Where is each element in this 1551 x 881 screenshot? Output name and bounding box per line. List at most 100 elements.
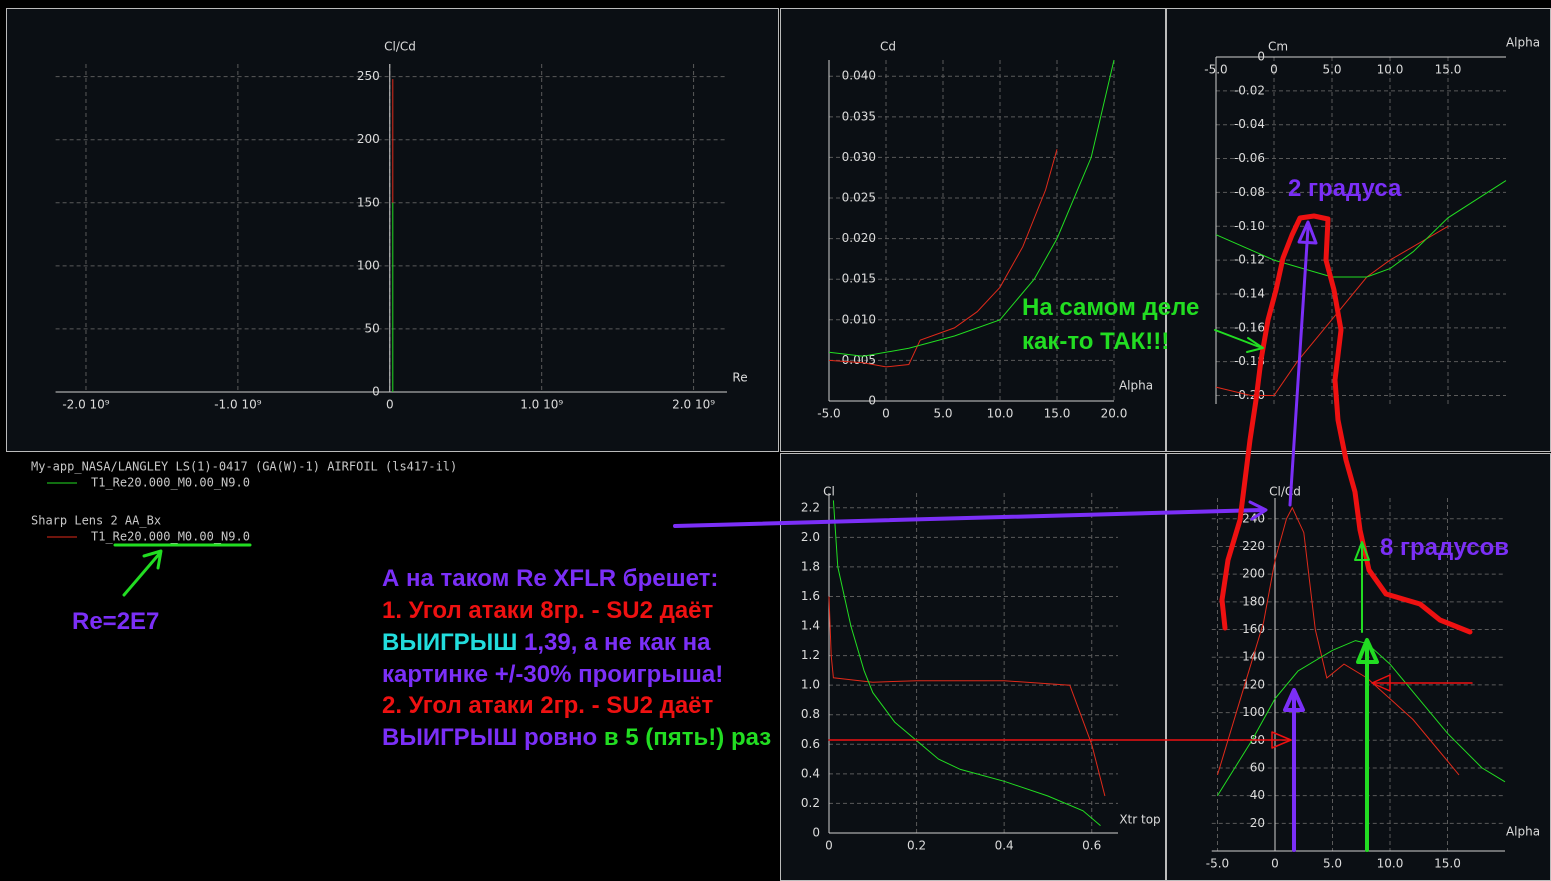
y-tick-label: -0.10 (1234, 219, 1265, 233)
x-tick-label: -1.0 10⁹ (214, 398, 261, 412)
x-tick-label: -2.0 10⁹ (62, 398, 109, 412)
annotation-span: в 5 (пять!) раз (597, 724, 771, 751)
annotation: 1. Угол атаки 8гр. - SU2 даёт (382, 597, 714, 624)
y-tick-label: 0.4 (801, 766, 820, 780)
y-tick-label: 1.0 (801, 678, 820, 692)
series-line (1217, 640, 1506, 796)
series-line (828, 149, 1058, 368)
x-tick-label: 5.0 (1322, 63, 1341, 77)
x-axis-label: Alpha (1119, 379, 1153, 393)
annotation: как-то ТАК!!! (1022, 328, 1169, 355)
y-tick-label: 0.025 (842, 191, 876, 205)
y-tick-label: -0.02 (1234, 83, 1265, 97)
annotation-span: как-то ТАК!!! (1022, 328, 1169, 355)
x-tick-label: 0.6 (1082, 839, 1101, 853)
x-axis-label: Alpha (1506, 825, 1540, 839)
y-tick-label: 250 (357, 69, 380, 83)
y-tick-label: 0 (812, 826, 820, 840)
x-tick-label: 5.0 (933, 407, 952, 421)
y-tick-label: 0.2 (801, 796, 820, 810)
y-tick-label: 150 (357, 195, 380, 209)
y-axis-label: Cl (823, 485, 835, 499)
y-tick-label: -0.18 (1234, 354, 1265, 368)
arrow-head (1283, 688, 1305, 712)
y-tick-label: 2.0 (801, 530, 820, 544)
annotation: 8 градусов (1380, 534, 1509, 561)
chart: 0 0.2 0.4 0.6 0.8 1.0 1.2 1.4 1.6 1.8 2.0 2.2 0 0.2 0.… (801, 485, 1161, 853)
arrow-head (1297, 220, 1318, 245)
x-axis-label: Xtr top (1119, 813, 1160, 827)
y-tick-label: 0.8 (801, 707, 820, 721)
arrow (1288, 226, 1310, 507)
y-tick-label: 200 (1242, 567, 1265, 581)
annotation-span: На самом деле (1022, 294, 1199, 321)
x-tick-label: -5.0 (1206, 857, 1229, 871)
annotation-span: 8 градусов (1380, 534, 1509, 561)
y-tick-label: 0.040 (842, 69, 876, 83)
x-axis-label: Alpha (1506, 36, 1540, 50)
y-tick-label: -0.14 (1234, 286, 1265, 300)
x-tick-label: 10.0 (1377, 63, 1404, 77)
annotation: картинке +/-30% проигрыша! (382, 661, 723, 688)
y-tick-label: -0.04 (1234, 117, 1265, 131)
y-tick-label: 1.2 (801, 648, 820, 662)
annotation-span: Re=2E7 (72, 608, 159, 635)
arrow-head (1371, 674, 1391, 692)
annotation: ВЫИГРЫШ 1,39, а не как на (382, 629, 711, 656)
y-tick-label: -0.12 (1234, 253, 1265, 267)
y-tick-label: 120 (1242, 677, 1265, 691)
x-tick-label: 0 (1271, 857, 1279, 871)
annotation-span: картинке +/-30% проигрыша! (382, 661, 723, 688)
annotation: 2. Угол атаки 2гр. - SU2 даёт (382, 692, 714, 719)
y-tick-label: 0.010 (842, 312, 876, 326)
y-tick-label: 2.2 (801, 500, 820, 514)
arrow-head (1248, 500, 1268, 521)
hand-drawn-overlay (113, 213, 1473, 852)
y-tick-label: 60 (1250, 760, 1265, 774)
panel (1166, 8, 1551, 452)
annotations: My-app_NASA/LANGLEY LS(1)-0417 (GA(W)-1)… (31, 175, 1509, 751)
chart: 00.0050.0100.0150.0200.0250.0300.0350.04… (817, 40, 1153, 421)
y-tick-label: 100 (1242, 705, 1265, 719)
x-tick-label: 15.0 (1434, 857, 1461, 871)
x-tick-label: -5.0 (817, 407, 840, 421)
y-tick-label: 20 (1250, 816, 1265, 830)
arrow (122, 549, 163, 597)
x-tick-label: 0 (882, 407, 890, 421)
legend-entry: T1_Re20.000_M0.00_N9.0 (91, 530, 250, 544)
panel (780, 8, 1166, 452)
y-tick-label: -0.06 (1234, 151, 1265, 165)
annotation: ВЫИГРЫШ ровно в 5 (пять!) раз (382, 724, 771, 751)
y-axis-label: Cd (880, 40, 896, 54)
y-tick-label: -0.08 (1234, 185, 1265, 199)
x-tick-label: 2.0 10⁹ (672, 398, 715, 412)
y-tick-label: 160 (1242, 622, 1265, 636)
annotation-span: 2 градуса (1288, 175, 1402, 202)
annotation-span: ВЫИГРЫШ ровно (382, 724, 597, 751)
y-tick-label: 220 (1242, 539, 1265, 553)
legend-entry: T1_Re20.000_M0.00_N9.0 (91, 476, 250, 490)
y-axis-label: Cm (1268, 40, 1288, 54)
annotation: А на таком Re XFLR брешет: (382, 565, 718, 592)
arrow-head (1354, 541, 1370, 561)
y-tick-label: 0.035 (842, 109, 876, 123)
x-tick-label: 20.0 (1101, 407, 1128, 421)
x-axis-label: Re (732, 371, 747, 385)
y-tick-label: 1.8 (801, 559, 820, 573)
x-tick-label: 0 (1270, 63, 1278, 77)
y-tick-label: 1.4 (801, 619, 820, 633)
y-axis-label: Cl/Cd (384, 40, 416, 54)
x-tick-label: 15.0 (1044, 407, 1071, 421)
x-tick-label: 0 (825, 839, 833, 853)
x-tick-label: 10.0 (987, 407, 1014, 421)
x-tick-label: 10.0 (1377, 857, 1404, 871)
y-tick-label: 0.6 (801, 737, 820, 751)
y-tick-label: 0.020 (842, 231, 876, 245)
legend-title: Sharp Lens 2 AA_Bx (31, 514, 161, 528)
annotation-span: А на таком Re XFLR брешет: (382, 565, 718, 592)
x-tick-label: 0 (386, 398, 394, 412)
